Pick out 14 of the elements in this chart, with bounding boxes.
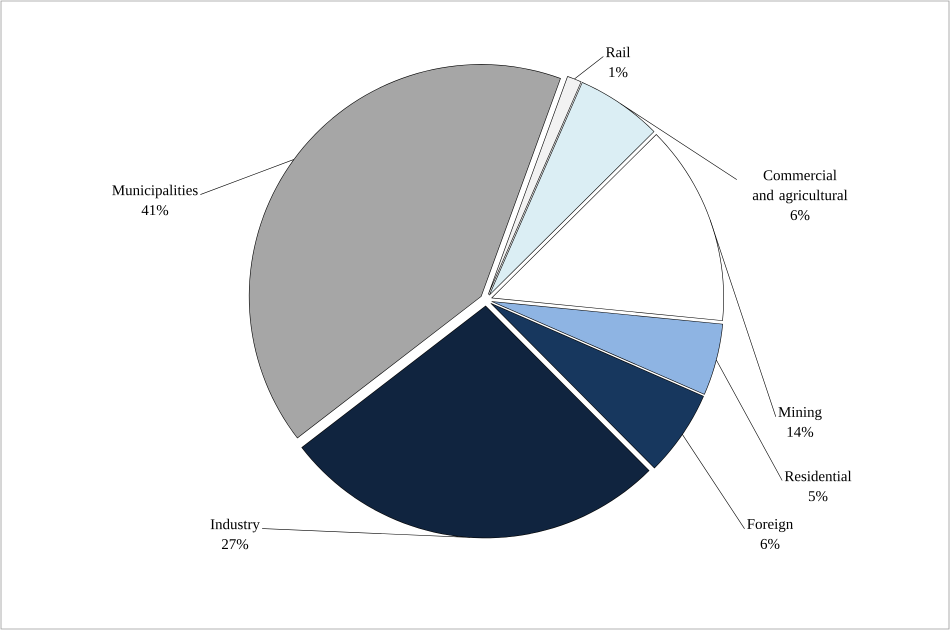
- slice-label: Mining: [778, 406, 822, 420]
- data-label: 6%: [790, 210, 810, 220]
- data-label: 1%: [609, 67, 628, 78]
- slice-label: Residential: [784, 470, 852, 482]
- slice-label: Commercial and agricultural: [752, 170, 848, 204]
- data-label: 6%: [760, 538, 780, 549]
- slice-label: Rail: [606, 46, 630, 58]
- data-label: 5%: [808, 491, 828, 502]
- data-label: 14%: [788, 426, 814, 437]
- slice-label: Foreign: [747, 518, 794, 532]
- slice-label: Industry: [210, 518, 260, 532]
- data-label: 27%: [222, 539, 248, 550]
- slice-label: Municipalities: [112, 184, 198, 198]
- data-label: 41%: [142, 205, 168, 216]
